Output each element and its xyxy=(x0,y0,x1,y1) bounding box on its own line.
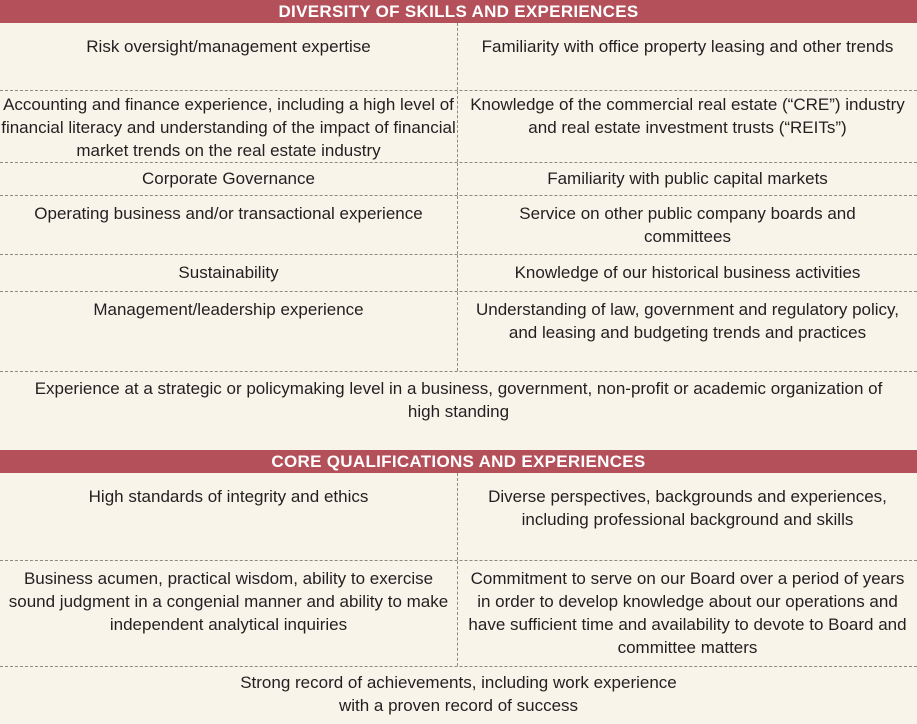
core-header: CORE QUALIFICATIONS AND EXPERIENCES xyxy=(0,450,917,473)
table-cell: Experience at a strategic or policymakin… xyxy=(34,379,883,421)
table-cell: Operating business and/or transactional … xyxy=(0,196,458,254)
table-cell: Understanding of law, government and reg… xyxy=(475,300,900,342)
table-cell: Accounting and finance experience, inclu… xyxy=(0,91,458,162)
table-row: Operating business and/or transactional … xyxy=(0,196,917,255)
core-section: CORE QUALIFICATIONS AND EXPERIENCES High… xyxy=(0,450,917,724)
table-cell: Familiarity with office property leasing… xyxy=(481,37,894,56)
table-cell: Service on other public company boards a… xyxy=(519,204,856,246)
table-cell: Management/leadership experience xyxy=(0,292,458,371)
table-cell: Knowledge of the commercial real estate … xyxy=(470,95,905,137)
table-row: Experience at a strategic or policymakin… xyxy=(0,372,917,426)
diversity-header: DIVERSITY OF SKILLS AND EXPERIENCES xyxy=(0,0,917,23)
table-cell: Corporate Governance xyxy=(0,163,458,195)
table-cell: High standards of integrity and ethics xyxy=(0,473,458,560)
table-row: Risk oversight/management expertise Fami… xyxy=(0,23,917,91)
table-row: High standards of integrity and ethics D… xyxy=(0,473,917,561)
table-cell: Business acumen, practical wisdom, abili… xyxy=(0,561,458,666)
table-row: Business acumen, practical wisdom, abili… xyxy=(0,561,917,667)
table-cell: Diverse perspectives, backgrounds and ex… xyxy=(488,487,887,529)
section-spacer xyxy=(0,426,917,450)
table-row: Strong record of achievements, including… xyxy=(0,667,917,724)
table-cell: Commitment to serve on our Board over a … xyxy=(468,569,907,657)
table-row: Sustainability Knowledge of our historic… xyxy=(0,255,917,292)
table-row: Management/leadership experience Underst… xyxy=(0,292,917,372)
table-cell: Knowledge of our historical business act… xyxy=(514,263,861,282)
table-cell: Risk oversight/management expertise xyxy=(0,23,458,90)
table-row: Accounting and finance experience, inclu… xyxy=(0,91,917,163)
table-cell: Familiarity with public capital markets xyxy=(547,169,828,188)
table-cell: Strong record of achievements, including… xyxy=(240,673,677,715)
table-row: Corporate Governance Familiarity with pu… xyxy=(0,163,917,196)
table-cell: Sustainability xyxy=(0,255,458,291)
diversity-section: DIVERSITY OF SKILLS AND EXPERIENCES Risk… xyxy=(0,0,917,426)
